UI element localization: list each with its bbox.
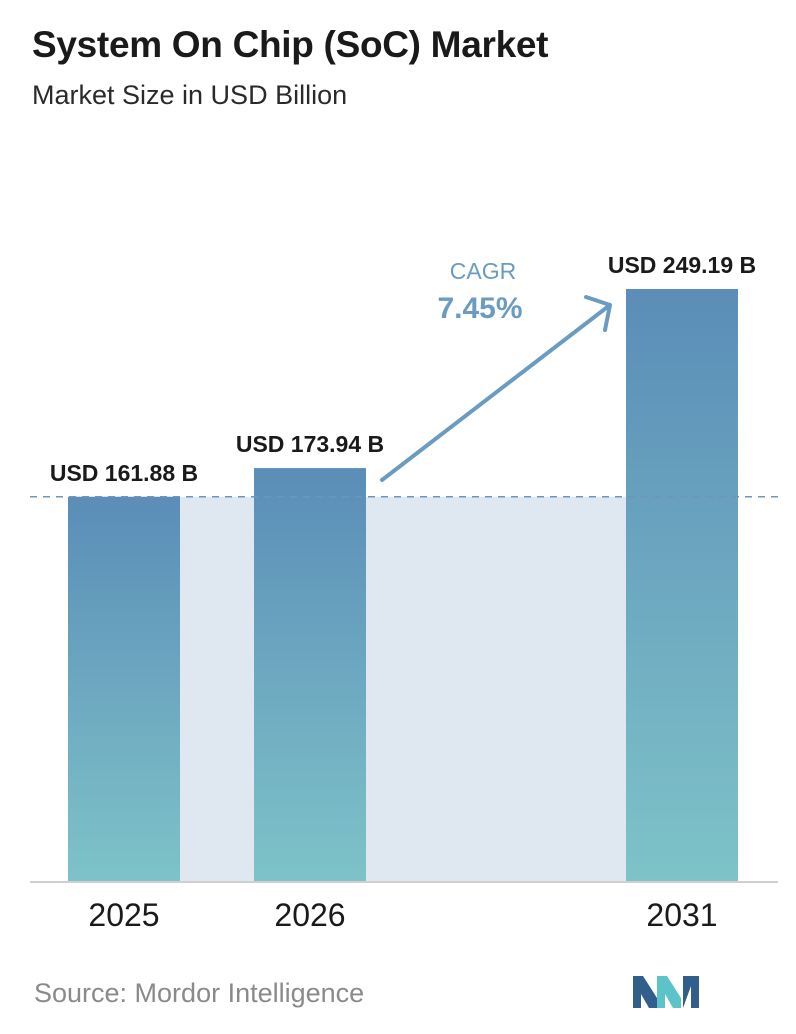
x-tick-label-2025: 2025: [88, 897, 159, 933]
chart-subtitle: Market Size in USD Billion: [32, 80, 348, 110]
cagr-arrow: [380, 295, 612, 482]
x-tick-label-2026: 2026: [274, 897, 345, 933]
cagr-label: CAGR: [450, 258, 516, 284]
value-label-2031: USD 249.19 B: [608, 252, 756, 278]
value-label-2025: USD 161.88 B: [50, 460, 198, 486]
source-note: Source: Mordor Intelligence: [34, 978, 365, 1008]
mordor-logo-icon: [633, 976, 699, 1008]
x-tick-label-2031: 2031: [646, 897, 717, 933]
bar-2031: [626, 289, 738, 882]
cagr-value: 7.45%: [437, 292, 522, 325]
bar-chart: USD 161.88 B 2025 USD 173.94 B 2026 USD 249.…: [30, 252, 778, 933]
bar-2025: [68, 496, 180, 882]
value-label-2026: USD 173.94 B: [236, 431, 384, 457]
chart-title: System On Chip (SoC) Market: [32, 24, 549, 65]
bar-2026: [254, 468, 366, 882]
